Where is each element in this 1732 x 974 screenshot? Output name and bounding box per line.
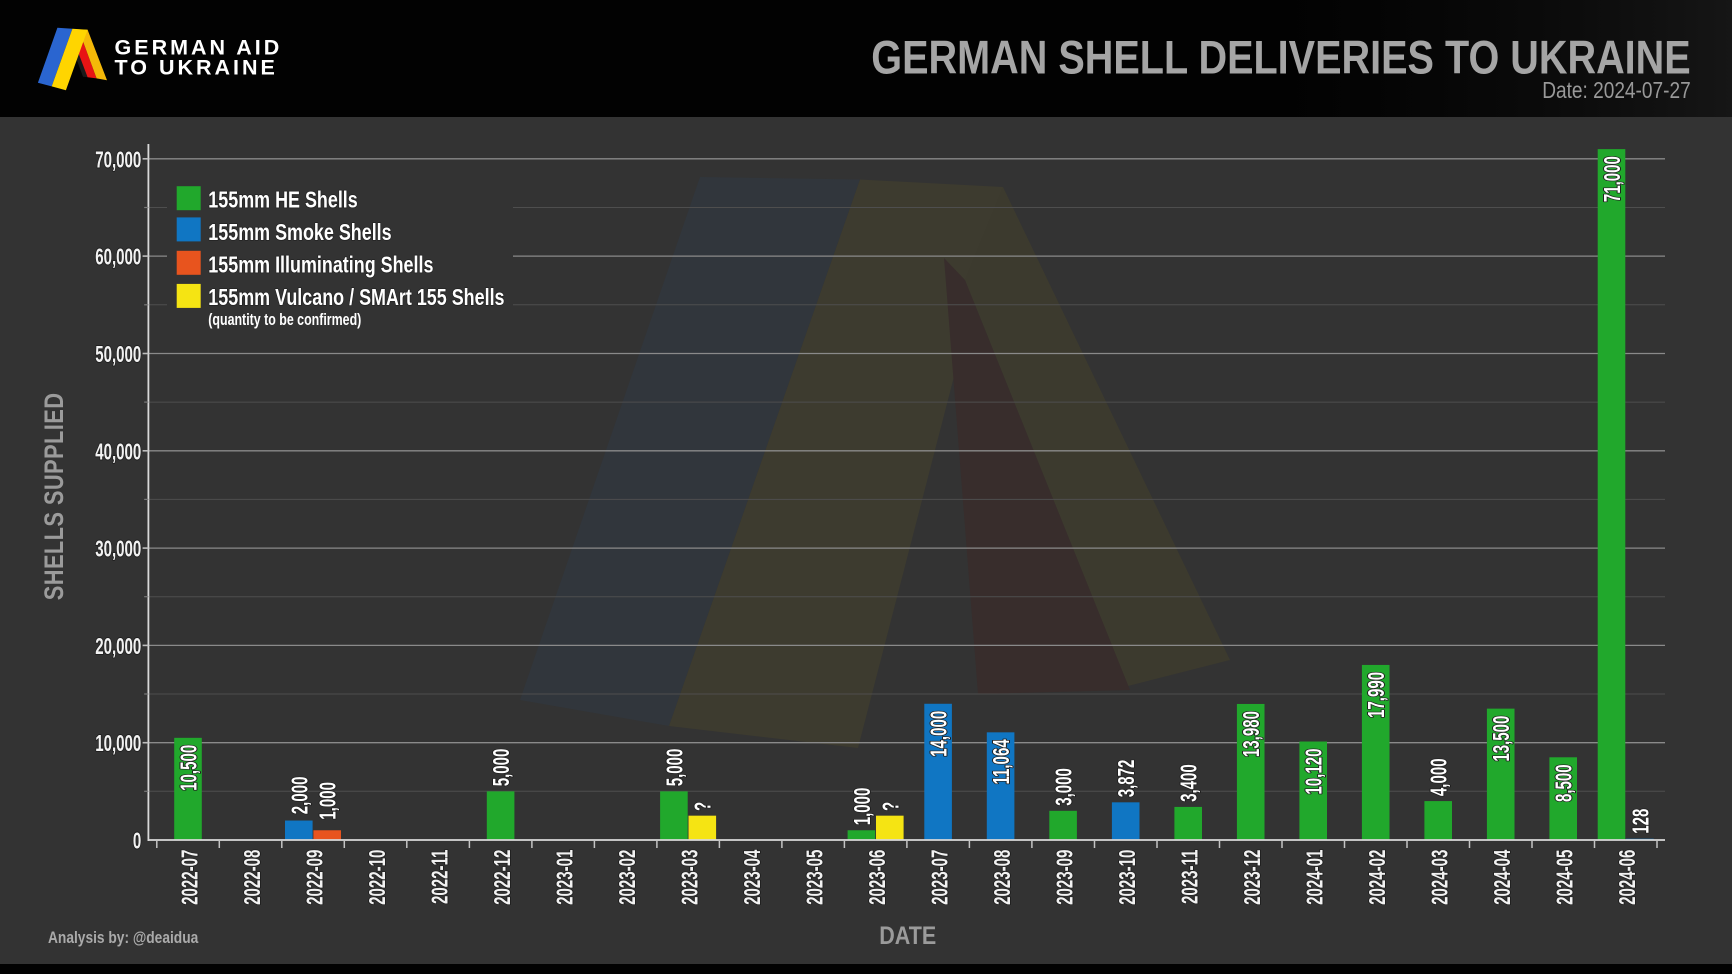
svg-text:2024-01: 2024-01 xyxy=(1302,849,1328,904)
svg-text:2022-07: 2022-07 xyxy=(177,850,203,905)
svg-text:2024-05: 2024-05 xyxy=(1552,849,1578,904)
svg-text:2023-09: 2023-09 xyxy=(1052,849,1078,904)
svg-text:TO UKRAINE: TO UKRAINE xyxy=(115,56,278,80)
svg-text:2022-11: 2022-11 xyxy=(427,849,453,904)
svg-text:GERMAN AID: GERMAN AID xyxy=(115,36,283,60)
svg-text:3,400: 3,400 xyxy=(1176,764,1202,802)
svg-text:3,000: 3,000 xyxy=(1051,768,1077,806)
svg-text:Analysis by: @deaidua: Analysis by: @deaidua xyxy=(48,929,199,948)
svg-text:3,872: 3,872 xyxy=(1114,759,1140,797)
svg-text:13,500: 13,500 xyxy=(1489,715,1515,761)
svg-text:128: 128 xyxy=(1628,809,1654,834)
svg-text:?: ? xyxy=(691,802,717,811)
svg-text:0: 0 xyxy=(133,828,142,854)
svg-text:155mm Illuminating Shells: 155mm Illuminating Shells xyxy=(208,252,433,278)
svg-text:2022-12: 2022-12 xyxy=(490,849,516,904)
svg-text:10,000: 10,000 xyxy=(95,731,141,757)
svg-text:60,000: 60,000 xyxy=(95,244,141,270)
svg-text:?: ? xyxy=(878,802,904,811)
svg-text:DATE: DATE xyxy=(879,921,936,949)
svg-text:2023-11: 2023-11 xyxy=(1177,849,1203,904)
svg-text:17,990: 17,990 xyxy=(1364,672,1390,718)
svg-text:2023-01: 2023-01 xyxy=(552,849,578,904)
svg-text:2022-08: 2022-08 xyxy=(240,849,266,904)
svg-text:2023-10: 2023-10 xyxy=(1115,849,1141,904)
svg-text:0: 0 xyxy=(133,828,142,854)
svg-text:2022-09: 2022-09 xyxy=(302,849,328,904)
svg-text:1,000: 1,000 xyxy=(850,787,876,825)
svg-text:40,000: 40,000 xyxy=(95,439,141,465)
svg-text:2023-08: 2023-08 xyxy=(990,849,1016,904)
svg-text:155mm Smoke Shells: 155mm Smoke Shells xyxy=(208,220,391,246)
svg-text:8,500: 8,500 xyxy=(1552,764,1578,802)
svg-text:13,980: 13,980 xyxy=(1239,711,1265,757)
svg-text:4,000: 4,000 xyxy=(1427,758,1453,796)
svg-text:30,000: 30,000 xyxy=(95,536,141,562)
svg-text:2024-04: 2024-04 xyxy=(1490,849,1516,904)
svg-text:5,000: 5,000 xyxy=(662,748,688,786)
svg-text:70,000: 70,000 xyxy=(95,147,141,173)
svg-text:50,000: 50,000 xyxy=(95,342,141,368)
svg-text:2022-10: 2022-10 xyxy=(365,849,391,904)
svg-text:155mm Vulcano / SMArt 155 Shel: 155mm Vulcano / SMArt 155 Shells xyxy=(208,285,504,311)
svg-text:14,000: 14,000 xyxy=(926,711,952,757)
svg-text:2023-06: 2023-06 xyxy=(865,849,891,904)
svg-text:11,064: 11,064 xyxy=(989,739,1015,784)
svg-text:155mm HE Shells: 155mm HE Shells xyxy=(208,188,357,214)
svg-text:(quantity to be confirmed): (quantity to be confirmed) xyxy=(208,311,361,329)
svg-text:20,000: 20,000 xyxy=(95,634,141,660)
svg-text:2024-02: 2024-02 xyxy=(1365,849,1391,904)
svg-text:1,000: 1,000 xyxy=(316,782,342,820)
svg-text:2023-12: 2023-12 xyxy=(1240,849,1266,904)
svg-text:SHELLS SUPPLIED: SHELLS SUPPLIED xyxy=(40,393,70,601)
svg-text:2023-04: 2023-04 xyxy=(740,849,766,904)
svg-text:2,000: 2,000 xyxy=(287,776,313,814)
svg-text:2023-02: 2023-02 xyxy=(615,849,641,904)
svg-text:2023-03: 2023-03 xyxy=(677,849,703,904)
svg-text:10,120: 10,120 xyxy=(1301,748,1327,794)
svg-text:GERMAN SHELL DELIVERIES TO UKR: GERMAN SHELL DELIVERIES TO UKRAINE xyxy=(871,32,1690,84)
svg-text:Date: 2024-07-27: Date: 2024-07-27 xyxy=(1542,78,1691,103)
svg-text:71,000: 71,000 xyxy=(1600,156,1626,202)
svg-text:2023-05: 2023-05 xyxy=(802,849,828,904)
svg-text:2023-07: 2023-07 xyxy=(927,850,953,905)
svg-text:2024-03: 2024-03 xyxy=(1427,849,1453,904)
svg-text:5,000: 5,000 xyxy=(489,748,515,786)
svg-text:10,500: 10,500 xyxy=(176,745,202,791)
svg-text:2024-06: 2024-06 xyxy=(1615,849,1641,904)
